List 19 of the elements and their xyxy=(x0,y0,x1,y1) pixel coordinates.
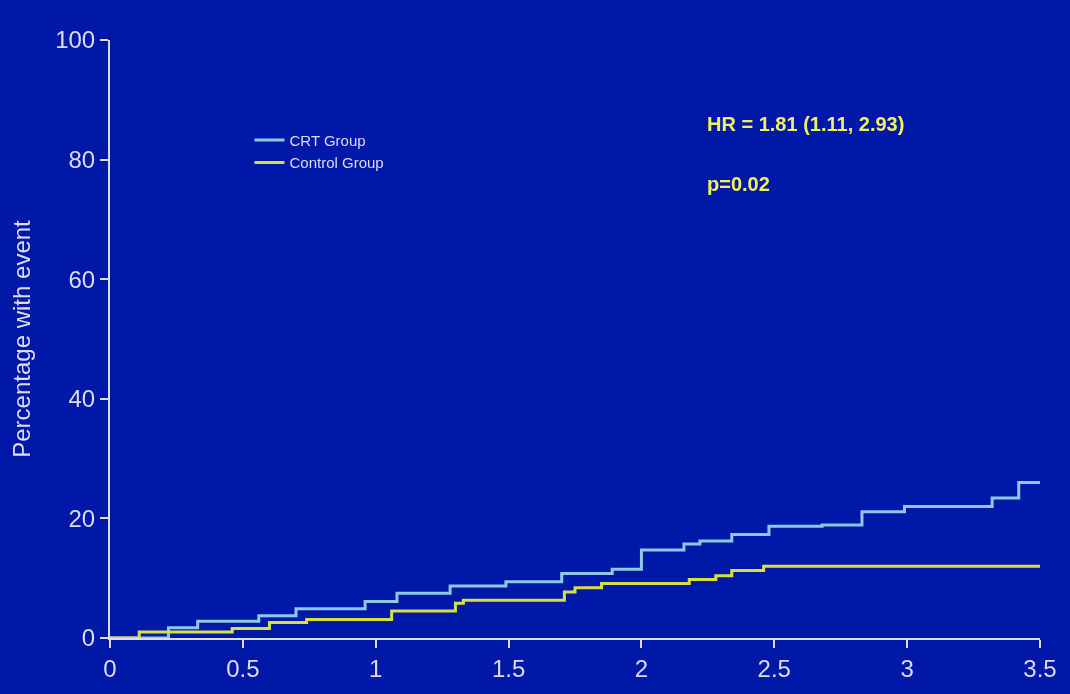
x-tick-label: 0 xyxy=(103,654,117,682)
annotation: p=0.02 xyxy=(707,173,770,195)
legend-label: CRT Group xyxy=(289,131,366,149)
y-tick-label: 60 xyxy=(68,265,96,293)
x-tick-label: 1.5 xyxy=(491,654,526,682)
y-tick-label: 0 xyxy=(81,624,96,652)
legend-label: Control Group xyxy=(289,154,384,172)
x-tick-label: 0.5 xyxy=(226,654,260,682)
y-tick-label: 80 xyxy=(68,146,96,173)
x-tick-label: 1 xyxy=(369,654,383,682)
y-tick-label: 20 xyxy=(68,504,96,532)
y-tick-label: 40 xyxy=(68,385,96,413)
annotation: HR = 1.81 (1.11, 2.93) xyxy=(707,113,905,135)
x-tick-label: 3.5 xyxy=(1023,654,1057,682)
x-tick-label: 3 xyxy=(900,654,914,682)
x-tick-label: 2 xyxy=(634,654,649,682)
y-tick-label: 100 xyxy=(55,26,96,54)
x-tick-label: 2.5 xyxy=(757,654,791,682)
y-axis-title: Percentage with event xyxy=(7,219,35,458)
